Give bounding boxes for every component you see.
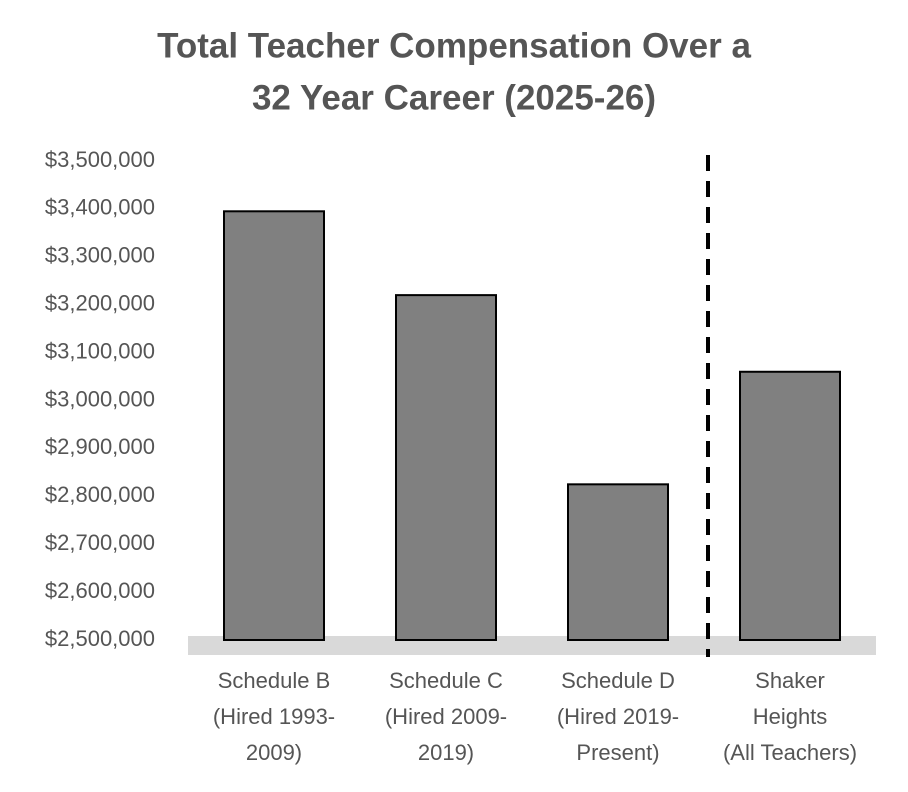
x-tick-label: (Hired 2019- bbox=[557, 704, 679, 729]
y-tick-label: $3,400,000 bbox=[45, 195, 155, 220]
y-tick-label: $3,500,000 bbox=[45, 147, 155, 172]
y-tick-label: $2,600,000 bbox=[45, 578, 155, 603]
chart-title: Total Teacher Compensation Over a bbox=[157, 26, 751, 65]
x-tick-label: (All Teachers) bbox=[723, 740, 857, 765]
y-tick-label: $3,000,000 bbox=[45, 386, 155, 411]
x-tick-label: (Hired 1993- bbox=[213, 704, 335, 729]
y-tick-label: $2,500,000 bbox=[45, 626, 155, 651]
x-tick-label: (Hired 2009- bbox=[385, 704, 507, 729]
x-tick-label: 2009) bbox=[246, 740, 302, 765]
x-tick-label: Schedule C bbox=[389, 668, 503, 693]
x-tick-label: Shaker bbox=[755, 668, 825, 693]
chart-title: 32 Year Career (2025-26) bbox=[252, 78, 656, 117]
y-tick-label: $2,800,000 bbox=[45, 482, 155, 507]
x-tick-label: Schedule B bbox=[218, 668, 331, 693]
y-tick-label: $3,200,000 bbox=[45, 291, 155, 316]
bar bbox=[739, 370, 841, 641]
y-tick-label: $3,300,000 bbox=[45, 243, 155, 268]
bar bbox=[395, 294, 497, 641]
y-tick-label: $3,100,000 bbox=[45, 338, 155, 363]
baseline-band bbox=[188, 636, 876, 655]
bar bbox=[567, 483, 669, 642]
x-tick-label: Schedule D bbox=[561, 668, 675, 693]
x-tick-label: 2019) bbox=[418, 740, 474, 765]
x-tick-label: Heights bbox=[753, 704, 828, 729]
x-tick-label: Present) bbox=[576, 740, 659, 765]
y-tick-label: $2,900,000 bbox=[45, 434, 155, 459]
bar bbox=[223, 210, 325, 641]
y-tick-label: $2,700,000 bbox=[45, 530, 155, 555]
